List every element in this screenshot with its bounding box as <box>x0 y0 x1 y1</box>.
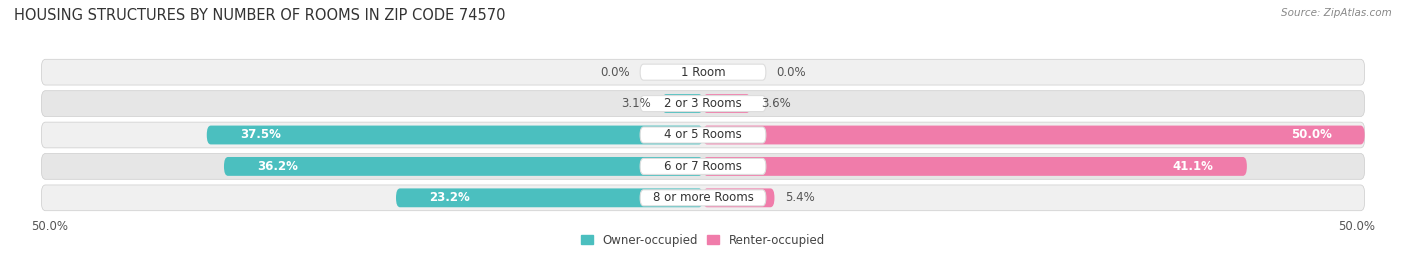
Text: 0.0%: 0.0% <box>600 66 630 79</box>
FancyBboxPatch shape <box>396 188 703 207</box>
Text: 4 or 5 Rooms: 4 or 5 Rooms <box>664 129 742 141</box>
FancyBboxPatch shape <box>662 94 703 113</box>
Text: Source: ZipAtlas.com: Source: ZipAtlas.com <box>1281 8 1392 18</box>
Text: 23.2%: 23.2% <box>429 191 470 204</box>
FancyBboxPatch shape <box>41 91 1365 116</box>
FancyBboxPatch shape <box>703 126 1365 144</box>
FancyBboxPatch shape <box>224 157 703 176</box>
FancyBboxPatch shape <box>703 157 1247 176</box>
FancyBboxPatch shape <box>41 185 1365 211</box>
FancyBboxPatch shape <box>41 154 1365 179</box>
FancyBboxPatch shape <box>640 64 766 80</box>
Text: 36.2%: 36.2% <box>257 160 298 173</box>
Text: 37.5%: 37.5% <box>240 129 281 141</box>
Text: 1 Room: 1 Room <box>681 66 725 79</box>
FancyBboxPatch shape <box>41 122 1365 148</box>
Text: 50.0%: 50.0% <box>1291 129 1331 141</box>
Text: 5.4%: 5.4% <box>785 191 815 204</box>
Legend: Owner-occupied, Renter-occupied: Owner-occupied, Renter-occupied <box>581 234 825 247</box>
FancyBboxPatch shape <box>703 94 751 113</box>
FancyBboxPatch shape <box>703 188 775 207</box>
Text: 50.0%: 50.0% <box>31 221 67 234</box>
FancyBboxPatch shape <box>640 96 766 112</box>
Text: 0.0%: 0.0% <box>776 66 806 79</box>
Text: 2 or 3 Rooms: 2 or 3 Rooms <box>664 97 742 110</box>
Text: 6 or 7 Rooms: 6 or 7 Rooms <box>664 160 742 173</box>
Text: 41.1%: 41.1% <box>1173 160 1213 173</box>
Text: 3.1%: 3.1% <box>621 97 651 110</box>
Text: HOUSING STRUCTURES BY NUMBER OF ROOMS IN ZIP CODE 74570: HOUSING STRUCTURES BY NUMBER OF ROOMS IN… <box>14 8 506 23</box>
FancyBboxPatch shape <box>41 59 1365 85</box>
Text: 8 or more Rooms: 8 or more Rooms <box>652 191 754 204</box>
FancyBboxPatch shape <box>640 190 766 206</box>
Text: 50.0%: 50.0% <box>1339 221 1375 234</box>
FancyBboxPatch shape <box>640 127 766 143</box>
Text: 3.6%: 3.6% <box>761 97 792 110</box>
FancyBboxPatch shape <box>640 158 766 174</box>
FancyBboxPatch shape <box>207 126 703 144</box>
